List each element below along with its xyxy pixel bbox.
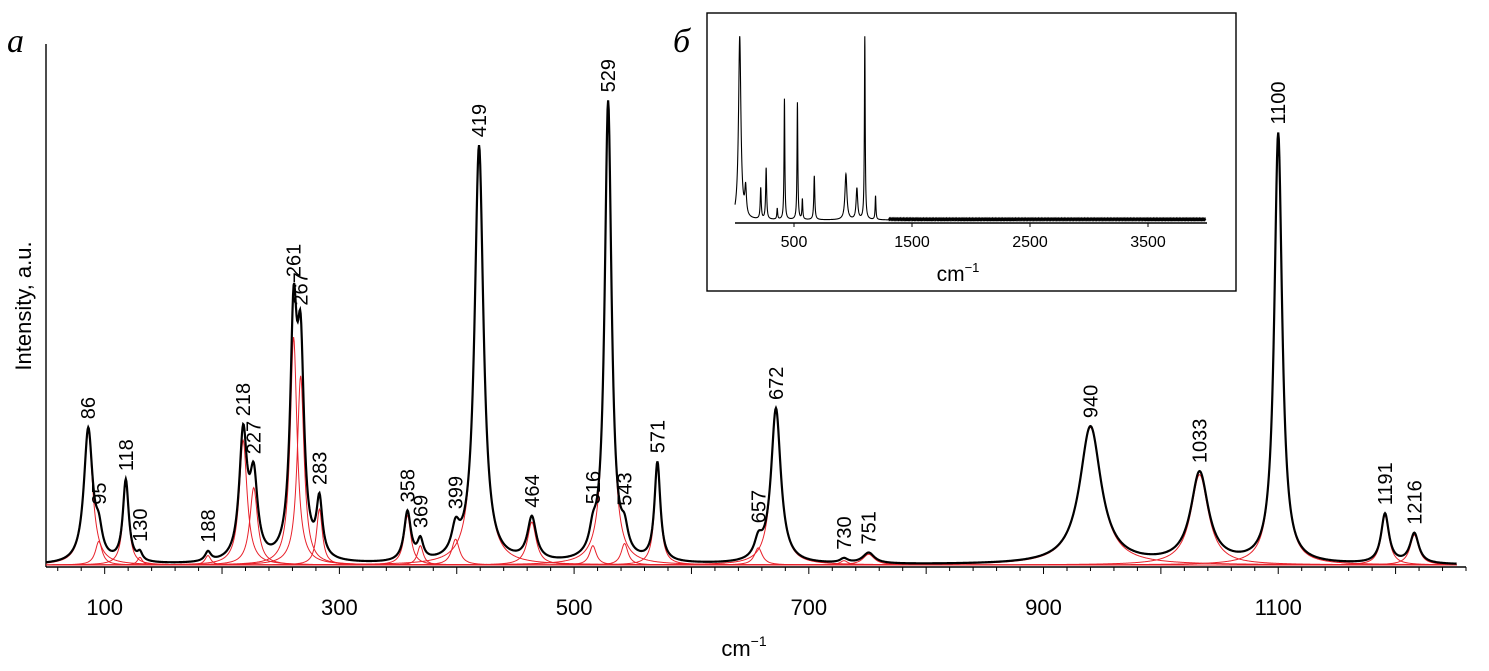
x-axis-title-unit: cm	[721, 636, 750, 661]
peak-label-543: 543	[615, 472, 637, 505]
inset-x-axis-title: cm−1	[937, 260, 980, 286]
inset-x-tick-label-500: 500	[781, 234, 808, 251]
peak-label-188: 188	[198, 509, 220, 542]
panel-label-a: a	[7, 23, 24, 60]
x-axis-title-exponent: −1	[751, 633, 767, 649]
peak-label-516: 516	[583, 471, 605, 504]
peak-label-227: 227	[244, 421, 266, 454]
peak-label-1191: 1191	[1375, 462, 1397, 505]
peak-label-86: 86	[78, 397, 100, 419]
x-major-ticks: 100 300 500 700 900 1100	[86, 567, 1397, 620]
fitted-components	[45, 104, 1457, 566]
peak-label-369: 369	[410, 495, 432, 528]
inset-x-tick-label-2500: 2500	[1012, 234, 1048, 251]
peak-label-571: 571	[647, 420, 669, 453]
inset-x-axis-title-unit: cm	[937, 263, 965, 286]
peak-label-267: 267	[291, 272, 313, 305]
peak-label-283: 283	[309, 452, 331, 485]
inset-x-ticks: 500 1500 2500 3500	[781, 223, 1166, 251]
peak-label-261: 261	[284, 244, 306, 277]
x-tick-label-500: 500	[556, 595, 593, 620]
peak-label-730: 730	[834, 516, 856, 549]
peak-label-529: 529	[598, 59, 620, 92]
x-tick-label-900: 900	[1025, 595, 1062, 620]
x-tick-label-100: 100	[86, 595, 123, 620]
x-minor-ticks	[57, 567, 1467, 571]
peak-label-1033: 1033	[1190, 419, 1212, 464]
x-tick-label-1100: 1100	[1255, 595, 1302, 620]
peak-label-95: 95	[89, 482, 111, 504]
component-1216	[46, 534, 1457, 566]
inset-x-tick-label-1500: 1500	[894, 234, 930, 251]
inset-spectrum-panel: б 500 1500 2500 3500 cm−1	[673, 12, 1237, 292]
peak-label-399: 399	[446, 476, 468, 509]
peak-label-358: 358	[398, 469, 420, 502]
peak-label-657: 657	[748, 490, 770, 523]
peak-label-940: 940	[1081, 385, 1103, 418]
peak-label-751: 751	[859, 511, 881, 544]
peak-label-672: 672	[766, 367, 788, 400]
x-tick-label-300: 300	[321, 595, 358, 620]
panel-label-b: б	[673, 23, 692, 60]
peak-label-464: 464	[522, 474, 544, 507]
inset-x-axis-title-exponent: −1	[965, 260, 980, 275]
component-267	[46, 375, 1457, 566]
component-464	[46, 521, 1457, 566]
peak-label-130: 130	[130, 509, 152, 542]
peak-label-1100: 1100	[1268, 81, 1290, 124]
measured-spectrum-line	[45, 100, 1457, 565]
x-tick-label-700: 700	[790, 595, 827, 620]
inset-spectrum-line	[734, 36, 1207, 223]
inset-x-tick-label-3500: 3500	[1130, 234, 1166, 251]
peak-label-118: 118	[116, 439, 138, 471]
inset-frame	[706, 12, 1237, 292]
x-axis-title: cm−1	[721, 633, 767, 661]
peak-label-218: 218	[233, 383, 255, 416]
y-axis-title: Intensity, a.u.	[11, 241, 36, 370]
peak-label-1216: 1216	[1404, 480, 1426, 525]
peak-label-419: 419	[469, 104, 491, 137]
